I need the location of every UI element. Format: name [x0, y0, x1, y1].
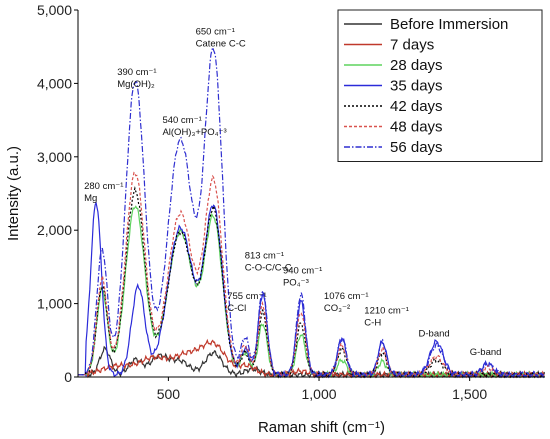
- series-line: [78, 171, 545, 379]
- peak-annotation: 940 cm⁻¹ PO₄⁻³: [283, 265, 322, 288]
- legend-label: 56 days: [390, 139, 443, 156]
- series-line: [78, 186, 545, 379]
- peak-annotation-line: 940 cm⁻¹: [283, 265, 322, 276]
- peak-annotation: 1210 cm⁻¹ C-H: [364, 306, 409, 329]
- peak-annotations: 280 cm⁻¹ Mg 390 cm⁻¹ Mg(OH)₂ 540 cm⁻¹ Al(OH)₃…: [84, 27, 501, 358]
- peak-annotation-line: 390 cm⁻¹: [117, 67, 156, 78]
- peak-annotation-line: 280 cm⁻¹: [84, 181, 123, 192]
- peak-annotation-line: 813 cm⁻¹: [245, 251, 284, 262]
- x-tick-label: 1,500: [452, 386, 487, 402]
- peak-annotation: 390 cm⁻¹ Mg(OH)₂: [117, 67, 156, 90]
- peak-annotation: 813 cm⁻¹ C-O-C/C-C: [245, 251, 292, 274]
- legend-label: 7 days: [390, 37, 434, 54]
- peak-annotation-line: 650 cm⁻¹: [196, 27, 235, 38]
- peak-annotation-line: C-Cl: [227, 303, 246, 314]
- series-line: [78, 200, 545, 379]
- peak-annotation-line: D-band: [419, 329, 450, 340]
- peak-annotation-line: G-band: [470, 347, 502, 358]
- legend-label: 35 days: [390, 78, 443, 95]
- legend-label: 48 days: [390, 119, 443, 136]
- peak-annotation-line: 540 cm⁻¹: [162, 115, 201, 126]
- peak-annotation-line: Catene C-C: [196, 39, 246, 50]
- peak-annotation-line: Mg: [84, 193, 97, 204]
- legend-label: Before Immersion: [390, 16, 508, 33]
- peak-annotation: 540 cm⁻¹ Al(OH)₃+PO₄⁻³: [162, 115, 226, 138]
- y-tick-label: 2,000: [37, 222, 72, 238]
- peak-annotation-line: 1076 cm⁻¹: [324, 291, 369, 302]
- plot-area: [78, 45, 545, 379]
- legend-label: 28 days: [390, 57, 443, 74]
- y-tick-label: 1,000: [37, 296, 72, 312]
- peak-annotation-line: CO₃⁻²: [324, 303, 350, 314]
- y-tick-label: 3,000: [37, 149, 72, 165]
- peak-annotation-line: C-O-C/C-C: [245, 263, 292, 274]
- peak-annotation-line: Al(OH)₃+PO₄⁻³: [162, 127, 226, 138]
- y-axis-label: Intensity (a.u.): [5, 146, 22, 241]
- peak-annotation-line: PO₄⁻³: [283, 277, 309, 288]
- peak-annotation-line: 1210 cm⁻¹: [364, 306, 409, 317]
- peak-annotation: G-band: [470, 347, 502, 358]
- y-tick-label: 0: [64, 369, 72, 385]
- legend-label: 42 days: [390, 98, 443, 115]
- peak-annotation-line: C-H: [364, 318, 381, 329]
- y-tick-label: 4,000: [37, 75, 72, 91]
- y-tick-label: 5,000: [37, 2, 72, 18]
- series-line: [78, 45, 545, 379]
- peak-annotation-line: 755 cm⁻¹: [227, 291, 266, 302]
- peak-annotation: 280 cm⁻¹ Mg: [84, 181, 123, 204]
- x-tick-label: 1,000: [302, 386, 337, 402]
- peak-annotation: 755 cm⁻¹ C-Cl: [227, 291, 266, 314]
- x-axis-label: Raman shift (cm⁻¹): [258, 419, 385, 436]
- axes: 500 1,000 1,500 0 1,000 2,000 3,000 4,000 5,000: [37, 2, 545, 402]
- legend: Before Immersion 7 days 28 days 35 days 42 d…: [337, 9, 543, 162]
- x-tick-label: 500: [157, 386, 181, 402]
- peak-annotation-line: Mg(OH)₂: [117, 79, 155, 90]
- peak-annotation: 1076 cm⁻¹ CO₃⁻²: [324, 291, 369, 314]
- peak-annotation: 650 cm⁻¹ Catene C-C: [196, 27, 246, 50]
- peak-annotation: D-band: [419, 329, 450, 340]
